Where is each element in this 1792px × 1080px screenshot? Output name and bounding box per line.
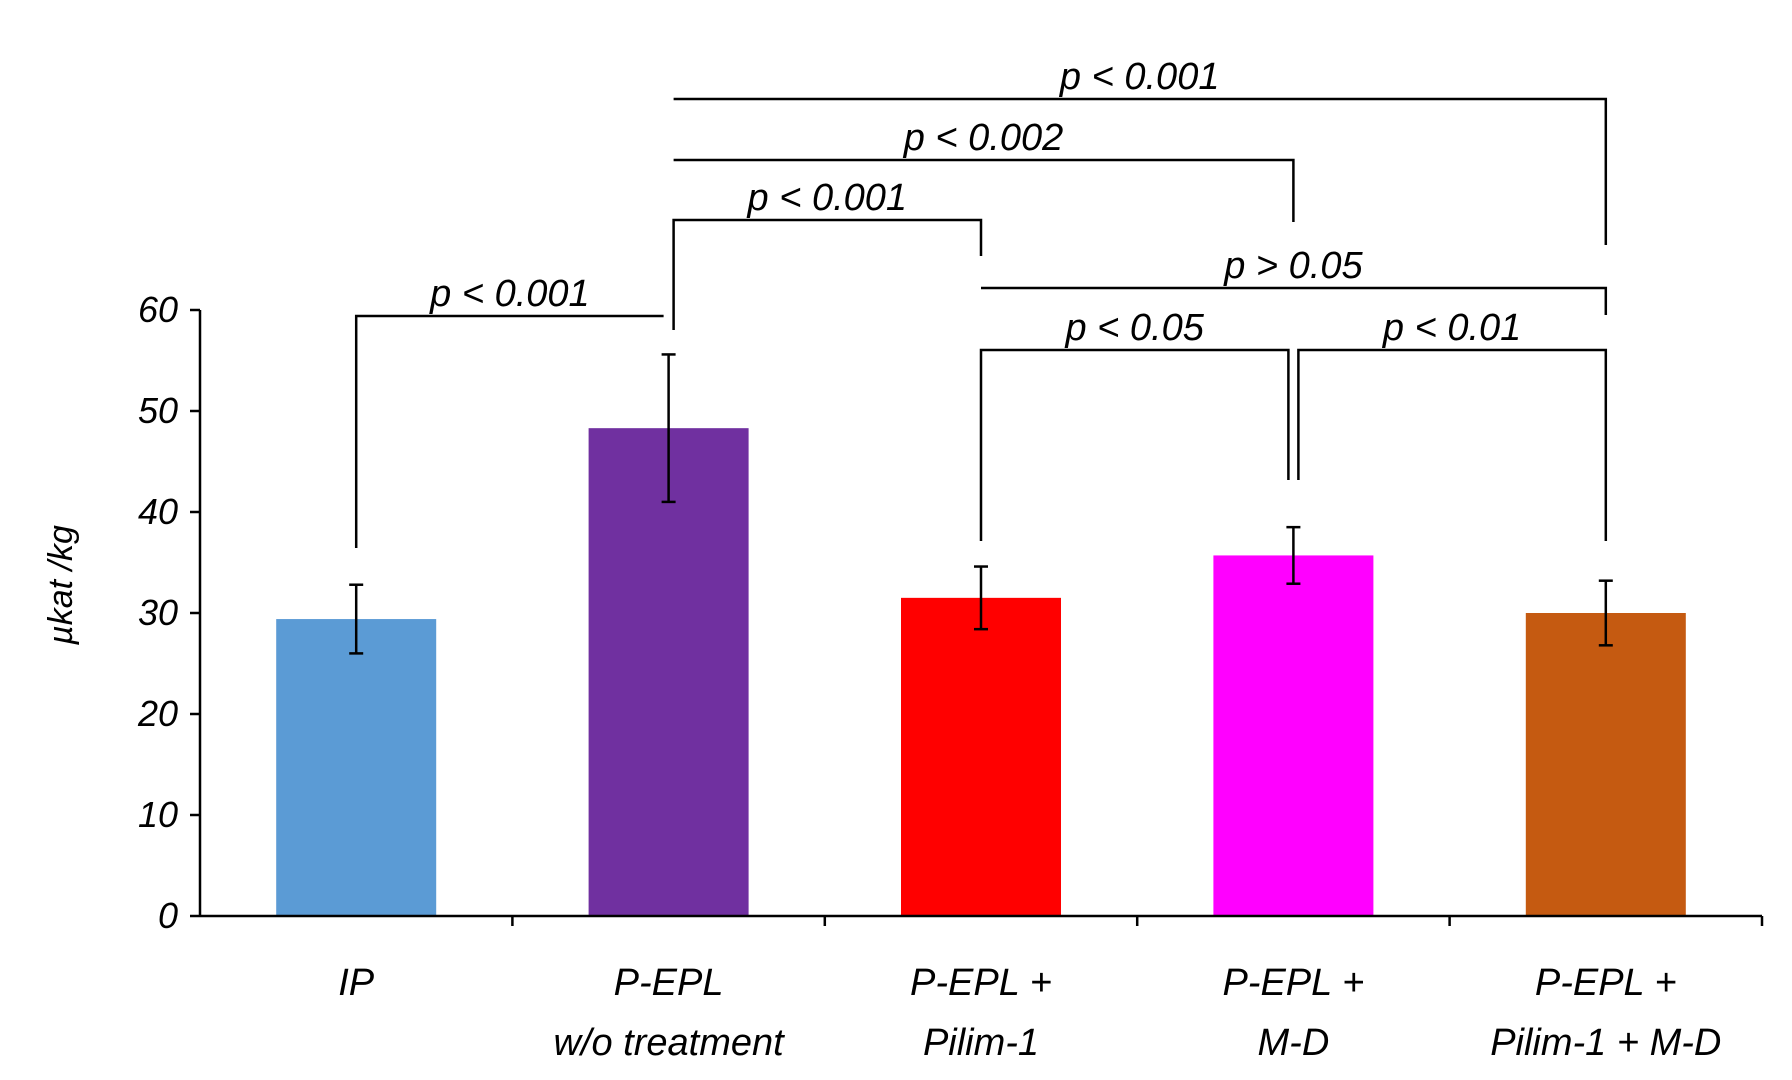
p-value-label: p < 0.001 bbox=[1059, 56, 1220, 98]
category-label: P-EPL bbox=[614, 962, 724, 1004]
category-label: P-EPL + bbox=[910, 962, 1052, 1004]
y-tick-label: 60 bbox=[138, 289, 178, 330]
category-label: w/o treatment bbox=[553, 1022, 785, 1064]
y-tick-label: 0 bbox=[158, 895, 178, 936]
y-tick-label: 50 bbox=[138, 390, 178, 431]
significance-bracket bbox=[979, 348, 1290, 541]
significance-bracket bbox=[354, 314, 664, 548]
category-label: Pilim-1 bbox=[923, 1022, 1039, 1064]
significance-bracket bbox=[673, 158, 1295, 222]
y-tick-label: 40 bbox=[138, 491, 178, 532]
x-axis-category-labels: IP P-EPL w/o treatment P-EPL + Pilim-1 P-EPL … bbox=[338, 962, 1721, 1064]
axes bbox=[198, 310, 1764, 926]
y-tick-label: 20 bbox=[137, 693, 178, 734]
y-tick-label: 10 bbox=[138, 794, 178, 835]
category-label: P-EPL + bbox=[1222, 962, 1364, 1004]
bar bbox=[901, 597, 1061, 916]
significance-bracket bbox=[1297, 348, 1608, 541]
p-value-label: p < 0.001 bbox=[747, 177, 908, 219]
bar bbox=[1213, 555, 1374, 916]
significance-bracket bbox=[673, 97, 1608, 245]
p-value-label: p < 0.001 bbox=[429, 273, 590, 315]
bar-series bbox=[276, 428, 1686, 916]
significance-bracket bbox=[672, 218, 983, 330]
p-value-label: p < 0.05 bbox=[1064, 307, 1204, 349]
p-value-label: p < 0.002 bbox=[903, 117, 1064, 159]
category-label: Pilim-1 + M-D bbox=[1490, 1022, 1721, 1064]
p-value-label: p < 0.01 bbox=[1382, 307, 1521, 349]
p-value-label: p > 0.05 bbox=[1223, 245, 1363, 287]
significance-brackets: p < 0.001 p < 0.001 p < 0.002 p < 0.001 p > … bbox=[354, 56, 1608, 548]
y-axis-title: µkat /kg bbox=[42, 525, 80, 646]
bar bbox=[276, 619, 437, 916]
error-bars bbox=[349, 353, 1613, 655]
category-label: IP bbox=[338, 962, 375, 1004]
bar bbox=[588, 428, 749, 916]
significance-bracket bbox=[981, 286, 1608, 315]
y-axis: 0 10 20 30 40 50 60 bbox=[137, 289, 200, 936]
category-label: P-EPL + bbox=[1535, 962, 1677, 1004]
bar bbox=[1525, 613, 1686, 916]
category-label: M-D bbox=[1258, 1022, 1330, 1064]
y-tick-label: 30 bbox=[138, 592, 178, 633]
